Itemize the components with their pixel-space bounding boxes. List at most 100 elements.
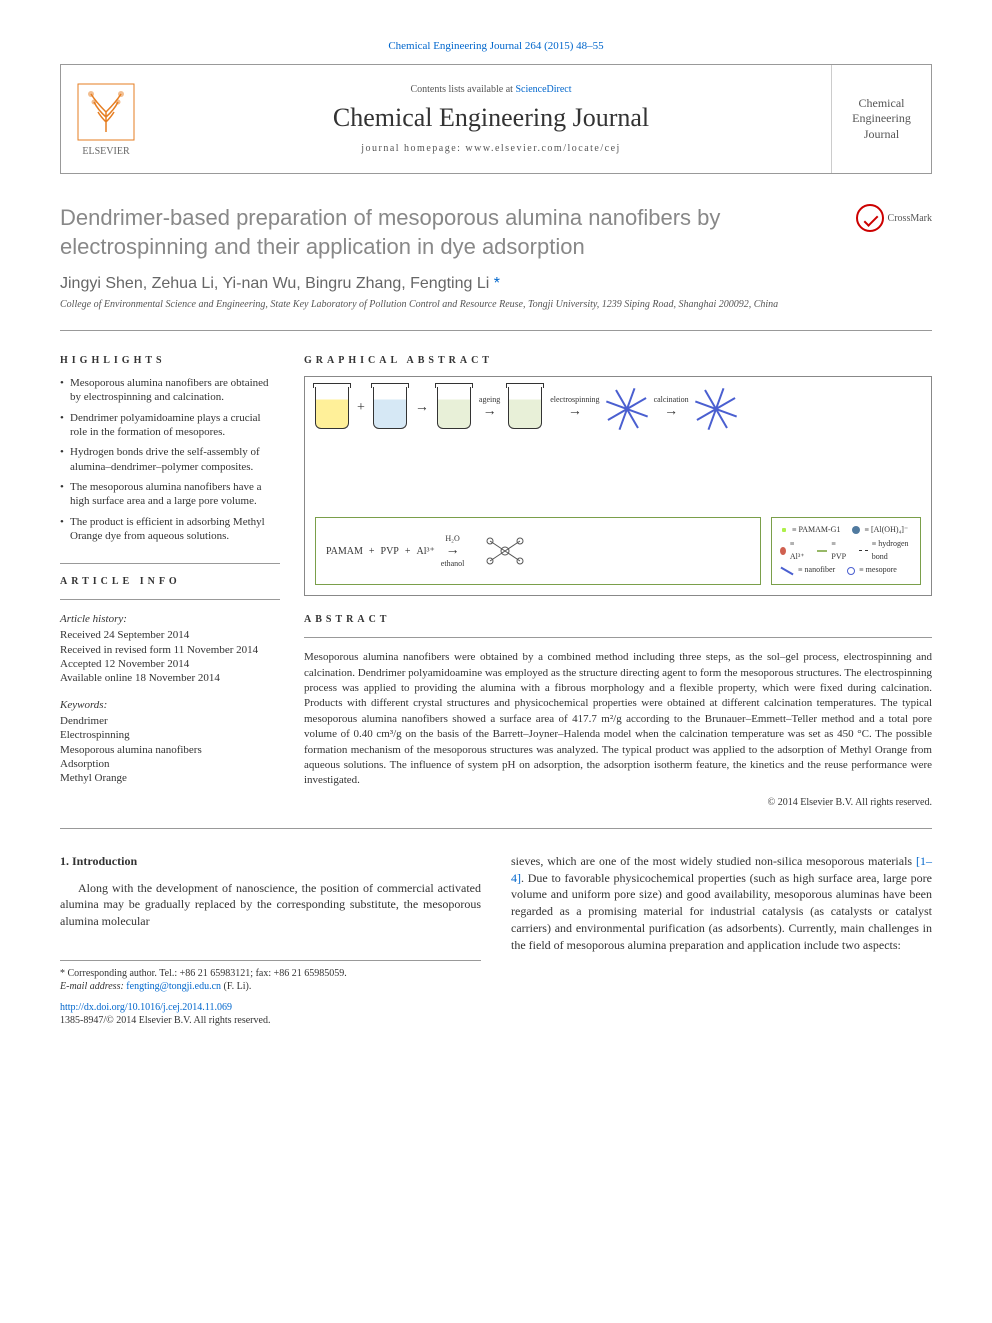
ga-top-row: + → ageing → electrospinning → bbox=[315, 387, 921, 429]
arrow-icon: → bbox=[664, 404, 678, 420]
doi-link[interactable]: http://dx.doi.org/10.1016/j.cej.2014.11.… bbox=[60, 1002, 232, 1013]
publisher-name: ELSEVIER bbox=[82, 146, 129, 157]
keywords-block: Keywords: Dendrimer Electrospinning Meso… bbox=[60, 698, 280, 786]
molecule-icon bbox=[470, 526, 540, 576]
legend-mesopore: ≡ mesopore bbox=[859, 564, 897, 577]
ageing-label: ageing bbox=[479, 396, 500, 404]
highlight-item: The product is efficient in adsorbing Me… bbox=[60, 515, 280, 544]
beaker-icon bbox=[508, 387, 542, 429]
legend-circle-icon bbox=[847, 567, 855, 575]
crossmark-badge[interactable]: CrossMark bbox=[856, 204, 932, 232]
electrospinning-label: electrospinning bbox=[550, 396, 599, 404]
email-label: E-mail address: bbox=[60, 981, 126, 992]
side-journal-l3: Journal bbox=[864, 127, 899, 143]
abstract-header: ABSTRACT bbox=[304, 614, 932, 625]
formula-pamam: PAMAM bbox=[326, 546, 363, 557]
keywords-title: Keywords: bbox=[60, 698, 280, 712]
formula-plus: + bbox=[405, 546, 411, 557]
article-title: Dendrimer-based preparation of mesoporou… bbox=[60, 204, 840, 261]
highlight-item: The mesoporous alumina nanofibers have a… bbox=[60, 480, 280, 509]
history-title: Article history: bbox=[60, 612, 280, 626]
contents-line: Contents lists available at ScienceDirec… bbox=[410, 84, 571, 95]
legend-dash-icon bbox=[859, 550, 868, 551]
arrow-icon: → bbox=[483, 404, 497, 420]
article-history: Article history: Received 24 September 2… bbox=[60, 612, 280, 685]
authors-text: Jingyi Shen, Zehua Li, Yi-nan Wu, Bingru… bbox=[60, 275, 489, 292]
side-journal-l1: Chemical bbox=[859, 96, 905, 112]
solvent-h2o: H₂O bbox=[445, 534, 459, 543]
intro-para-left: Along with the development of nanoscienc… bbox=[60, 880, 481, 930]
legend-aloh: ≡ [Al(OH)₄]⁻ bbox=[864, 524, 908, 537]
journal-cover-label: Chemical Engineering Journal bbox=[831, 65, 931, 173]
plus-icon: + bbox=[357, 400, 365, 416]
legend-dot-icon bbox=[780, 547, 786, 555]
corresp-footnote: * Corresponding author. Tel.: +86 21 659… bbox=[60, 967, 481, 980]
legend-fiber-icon bbox=[780, 566, 793, 575]
legend-pvp: ≡ PVP bbox=[831, 538, 847, 564]
revised-date: Received in revised form 11 November 201… bbox=[60, 643, 280, 657]
introduction-section: 1. Introduction Along with the developme… bbox=[60, 853, 932, 1027]
copyright-line: © 2014 Elsevier B.V. All rights reserved… bbox=[304, 797, 932, 808]
ga-bottom-row: PAMAM + PVP + Al³⁺ H₂O → ethanol bbox=[315, 517, 921, 585]
legend-star-icon bbox=[780, 526, 788, 534]
ga-legend: ≡ PAMAM-G1 ≡ [Al(OH)₄]⁻ ≡ Al³⁺ ≡ PVP ≡ h… bbox=[771, 517, 921, 585]
abstract-text: Mesoporous alumina nanofibers were obtai… bbox=[304, 650, 932, 789]
header-citation: Chemical Engineering Journal 264 (2015) … bbox=[60, 40, 932, 52]
publisher-logo-area: ELSEVIER bbox=[61, 65, 151, 173]
highlight-item: Dendrimer polyamidoamine plays a crucial… bbox=[60, 411, 280, 440]
legend-line-icon bbox=[817, 550, 827, 552]
intro-right-a: sieves, which are one of the most widely… bbox=[511, 854, 916, 868]
introduction-heading: 1. Introduction bbox=[60, 853, 481, 870]
legend-hbond: ≡ hydrogen bond bbox=[872, 538, 912, 564]
graphical-abstract-header: GRAPHICAL ABSTRACT bbox=[304, 355, 932, 366]
received-date: Received 24 September 2014 bbox=[60, 628, 280, 642]
intro-para-right: sieves, which are one of the most widely… bbox=[511, 853, 932, 954]
journal-banner: ELSEVIER Contents lists available at Sci… bbox=[60, 64, 932, 174]
highlight-item: Hydrogen bonds drive the self-assembly o… bbox=[60, 445, 280, 474]
solvent-ethanol: ethanol bbox=[441, 559, 465, 568]
homepage-prefix: journal homepage: bbox=[361, 143, 465, 154]
arrow-icon: → bbox=[415, 400, 429, 416]
homepage-url[interactable]: www.elsevier.com/locate/cej bbox=[465, 143, 620, 154]
article-info-header: ARTICLE INFO bbox=[60, 576, 280, 587]
keyword: Dendrimer bbox=[60, 714, 280, 728]
corresp-marker: * bbox=[489, 275, 500, 292]
arrow-icon: → bbox=[446, 543, 460, 559]
side-journal-l2: Engineering bbox=[852, 111, 911, 127]
highlight-item: Mesoporous alumina nanofibers are obtain… bbox=[60, 376, 280, 405]
crossmark-icon bbox=[856, 204, 884, 232]
calcination-label: calcination bbox=[654, 396, 689, 404]
homepage-line: journal homepage: www.elsevier.com/locat… bbox=[361, 143, 621, 154]
sciencedirect-link[interactable]: ScienceDirect bbox=[515, 84, 571, 95]
email-suffix: (F. Li). bbox=[221, 981, 251, 992]
formula-al: Al³⁺ bbox=[417, 546, 435, 557]
beaker-icon bbox=[373, 387, 407, 429]
legend-dot-icon bbox=[852, 526, 860, 534]
keyword: Mesoporous alumina nanofibers bbox=[60, 743, 280, 757]
arrow-icon: → bbox=[568, 404, 582, 420]
banner-center: Contents lists available at ScienceDirec… bbox=[151, 65, 831, 173]
affiliation: College of Environmental Science and Eng… bbox=[60, 299, 932, 331]
keyword: Methyl Orange bbox=[60, 771, 280, 785]
beaker-icon bbox=[437, 387, 471, 429]
graphical-abstract: + → ageing → electrospinning → bbox=[304, 376, 932, 596]
footnote-block: * Corresponding author. Tel.: +86 21 659… bbox=[60, 960, 481, 1027]
legend-pamam: ≡ PAMAM-G1 bbox=[792, 524, 840, 537]
intro-right-b: . Due to favorable physicochemical prope… bbox=[511, 871, 932, 952]
elsevier-tree-icon bbox=[76, 82, 136, 142]
legend-al3: ≡ Al³⁺ bbox=[790, 538, 805, 564]
email-link[interactable]: fengting@tongji.edu.cn bbox=[126, 981, 221, 992]
online-date: Available online 18 November 2014 bbox=[60, 671, 280, 685]
author-list: Jingyi Shen, Zehua Li, Yi-nan Wu, Bingru… bbox=[60, 275, 932, 293]
nanofiber-icon bbox=[608, 389, 646, 427]
contents-prefix: Contents lists available at bbox=[410, 84, 515, 95]
formula-pvp: PVP bbox=[381, 546, 399, 557]
formula-plus: + bbox=[369, 546, 375, 557]
ga-formula-box: PAMAM + PVP + Al³⁺ H₂O → ethanol bbox=[315, 517, 761, 585]
highlights-list: Mesoporous alumina nanofibers are obtain… bbox=[60, 376, 280, 543]
highlights-header: HIGHLIGHTS bbox=[60, 355, 280, 366]
issn-line: 1385-8947/© 2014 Elsevier B.V. All right… bbox=[60, 1014, 481, 1027]
accepted-date: Accepted 12 November 2014 bbox=[60, 657, 280, 671]
beaker-icon bbox=[315, 387, 349, 429]
keyword: Adsorption bbox=[60, 757, 280, 771]
